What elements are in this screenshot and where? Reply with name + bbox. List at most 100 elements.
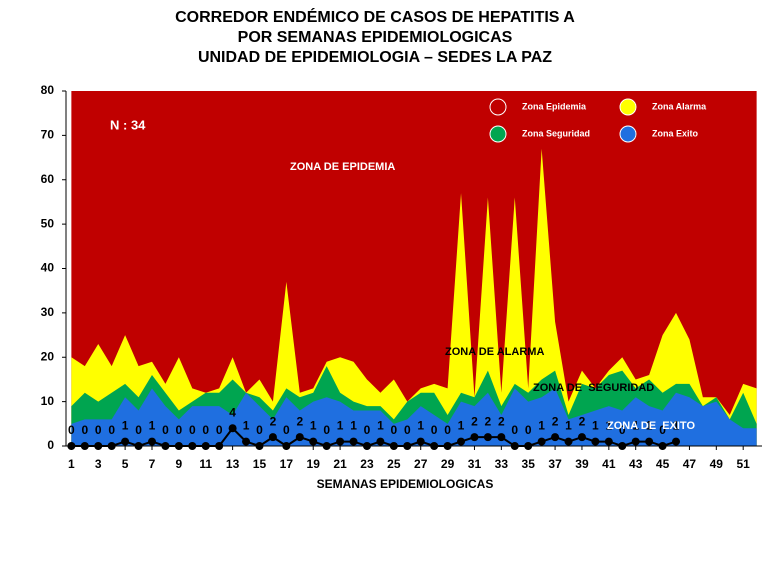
case-point: [658, 442, 667, 450]
case-point: [228, 424, 237, 433]
data-label: 2: [471, 414, 478, 428]
data-label: 0: [162, 423, 169, 437]
case-point: [188, 442, 197, 450]
x-tick-label: 5: [122, 457, 129, 471]
x-tick-label: 25: [387, 457, 401, 471]
annotation: ZONA DE EPIDEMIA: [290, 161, 395, 173]
data-label: 1: [673, 419, 680, 433]
chart-title: CORREDOR ENDÉMICO DE CASOS DE HEPATITIS …: [175, 7, 575, 26]
annotation: ZONA DE EXITO: [607, 420, 695, 432]
case-point: [255, 442, 264, 450]
data-label: 0: [176, 423, 183, 437]
data-label: 0: [108, 423, 115, 437]
area: [71, 388, 757, 446]
data-label: 1: [632, 419, 639, 433]
case-point: [577, 433, 586, 442]
case-point: [282, 442, 291, 450]
x-tick-label: 23: [360, 457, 374, 471]
case-point: [349, 437, 358, 446]
y-tick-label: 60: [41, 172, 55, 186]
cases-line: [71, 426, 677, 448]
data-label: 1: [337, 419, 344, 433]
x-tick-label: 21: [333, 457, 347, 471]
y-tick-label: 30: [41, 305, 55, 319]
legend-marker: [619, 125, 637, 143]
y-tick-label: 0: [47, 438, 54, 452]
x-tick-label: 31: [468, 457, 482, 471]
data-label: 0: [81, 423, 88, 437]
case-point: [201, 442, 210, 450]
data-label: 0: [431, 423, 438, 437]
legend-marker: [489, 98, 507, 116]
data-label: 1: [149, 419, 156, 433]
case-point: [564, 437, 573, 446]
case-point: [389, 442, 398, 450]
case-point: [551, 433, 560, 442]
case-point: [67, 442, 76, 450]
annotation: ZONA DE ALARMA: [445, 346, 544, 358]
data-label: 0: [619, 423, 626, 437]
case-point: [147, 437, 156, 446]
data-label: 1: [310, 419, 317, 433]
x-tick-label: 51: [737, 457, 751, 471]
case-point: [376, 437, 385, 446]
data-label: 0: [404, 423, 411, 437]
annotation: ZONA DE SEGURIDAD: [533, 382, 654, 394]
annotation: N : 34: [110, 117, 146, 132]
y-tick-label: 50: [41, 216, 55, 230]
y-tick-label: 10: [41, 394, 55, 408]
data-label: 0: [135, 423, 142, 437]
case-point: [591, 437, 600, 446]
data-label: 0: [68, 423, 75, 437]
case-point: [510, 442, 519, 450]
legend-label: Zona Exito: [652, 128, 699, 138]
data-label: 1: [565, 419, 572, 433]
data-label: 0: [511, 423, 518, 437]
x-tick-label: 39: [575, 457, 589, 471]
data-label: 2: [296, 414, 303, 428]
x-tick-label: 7: [149, 457, 156, 471]
legend-label: Zona Alarma: [652, 101, 707, 111]
case-point: [94, 442, 103, 450]
legend-marker: [489, 125, 507, 143]
y-tick-label: 20: [41, 349, 55, 363]
data-label: 0: [202, 423, 209, 437]
y-tick-label: 80: [41, 83, 55, 97]
data-label: 1: [538, 419, 545, 433]
case-point: [134, 442, 143, 450]
data-label: 1: [377, 419, 384, 433]
chart-title: UNIDAD DE EPIDEMIOLOGIA – SEDES LA PAZ: [198, 49, 552, 66]
data-label: 4: [229, 405, 236, 419]
legend-marker: [619, 98, 637, 116]
case-point: [215, 442, 224, 450]
data-label: 0: [659, 423, 666, 437]
case-point: [336, 437, 345, 446]
chart-title: POR SEMANAS EPIDEMIOLOGICAS: [238, 29, 513, 46]
x-tick-label: 29: [441, 457, 455, 471]
case-point: [80, 442, 89, 450]
case-point: [309, 437, 318, 446]
data-label: 1: [592, 419, 599, 433]
data-label: 1: [350, 419, 357, 433]
data-label: 1: [417, 419, 424, 433]
x-tick-label: 9: [176, 457, 183, 471]
x-tick-label: 43: [629, 457, 643, 471]
legend-label: Zona Epidemia: [522, 101, 587, 111]
case-point: [174, 442, 183, 450]
case-point: [645, 437, 654, 446]
case-point: [362, 442, 371, 450]
case-point: [631, 437, 640, 446]
case-point: [107, 442, 116, 450]
case-point: [242, 437, 251, 446]
data-label: 0: [525, 423, 532, 437]
x-tick-label: 45: [656, 457, 670, 471]
x-tick-label: 35: [522, 457, 536, 471]
data-label: 0: [323, 423, 330, 437]
data-label: 1: [122, 419, 129, 433]
x-tick-label: 17: [280, 457, 294, 471]
x-tick-label: 19: [307, 457, 321, 471]
data-label: 0: [189, 423, 196, 437]
data-label: 2: [498, 414, 505, 428]
case-point: [403, 442, 412, 450]
